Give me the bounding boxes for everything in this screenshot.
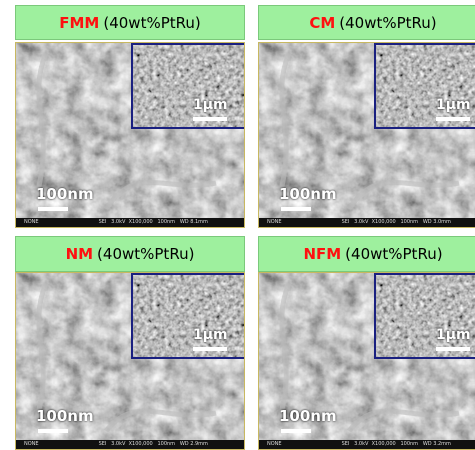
main-scale-bar <box>38 207 68 211</box>
main-scale-label: 100nm <box>36 185 94 203</box>
main-scale-label: 100nm <box>36 407 94 425</box>
sem-image: 1μm 100nm NONE SEI 3.0kV X100,000 100nm WD … <box>258 42 475 228</box>
inset-scale-bar <box>436 347 470 351</box>
main-scale-label: 100nm <box>279 185 337 203</box>
sem-footer: NONE SEI 3.0kV X100,000 100nm WD 3.0mm <box>259 218 475 227</box>
footer-left: NONE <box>267 219 282 225</box>
sample-name: NFM <box>303 245 341 263</box>
footer-left: NONE <box>24 219 39 225</box>
sem-footer: NONE SEI 3.0kV X100,000 100nm WD 2.9mm <box>16 440 244 449</box>
panel-header: FMM(40wt%PtRu) <box>15 5 245 40</box>
inset-scale-label: 1μm <box>193 327 228 343</box>
footer-left: NONE <box>24 441 39 447</box>
sem-image: 1μm 100nm NONE SEI 3.0kV X100,000 100nm WD … <box>258 272 475 450</box>
panel-header: NM(40wt%PtRu) <box>15 236 245 272</box>
inset: 1μm <box>131 273 245 359</box>
sem-footer: NONE SEI 3.0kV X100,000 100nm WD 3.2mm <box>259 440 475 449</box>
sample-name: FMM <box>59 14 99 32</box>
footer-right: SEI 3.0kV X100,000 100nm WD 8.1mm <box>99 219 208 225</box>
main-scale-label: 100nm <box>279 407 337 425</box>
main-scale-bar <box>281 207 311 211</box>
footer-right: SEI 3.0kV X100,000 100nm WD 3.0mm <box>342 219 451 225</box>
figure: FMM(40wt%PtRu)1μm100nmNONESEI 3.0kV X100… <box>0 0 475 450</box>
sem-footer: NONE SEI 3.0kV X100,000 100nm WD 8.1mm <box>16 218 244 227</box>
composition: (40wt%PtRu) <box>97 245 194 263</box>
composition: (40wt%PtRu) <box>103 14 200 32</box>
inset-scale-bar <box>436 117 470 121</box>
inset-scale-label: 1μm <box>436 327 471 343</box>
composition: (40wt%PtRu) <box>345 245 442 263</box>
footer-right: SEI 3.0kV X100,000 100nm WD 3.2mm <box>342 441 451 447</box>
main-scale-bar <box>281 429 311 433</box>
micrograph <box>133 275 245 359</box>
footer-left: NONE <box>267 441 282 447</box>
inset: 1μm <box>131 43 245 129</box>
panel-header: CM(40wt%PtRu) <box>258 5 475 40</box>
composition: (40wt%PtRu) <box>339 14 436 32</box>
micrograph <box>133 45 245 129</box>
sem-image: 1μm 100nm NONE SEI 3.0kV X100,000 100nm WD … <box>15 272 245 450</box>
inset: 1μm <box>374 273 475 359</box>
sample-name: CM <box>309 14 335 32</box>
sem-image: 1μm 100nm NONE SEI 3.0kV X100,000 100nm WD … <box>15 42 245 228</box>
footer-right: SEI 3.0kV X100,000 100nm WD 2.9mm <box>99 441 208 447</box>
inset: 1μm <box>374 43 475 129</box>
inset-scale-label: 1μm <box>193 97 228 113</box>
inset-scale-bar <box>193 347 227 351</box>
inset-scale-label: 1μm <box>436 97 471 113</box>
panel-header: NFM(40wt%PtRu) <box>258 236 475 272</box>
sample-name: NM <box>66 245 93 263</box>
main-scale-bar <box>38 429 68 433</box>
inset-scale-bar <box>193 117 227 121</box>
